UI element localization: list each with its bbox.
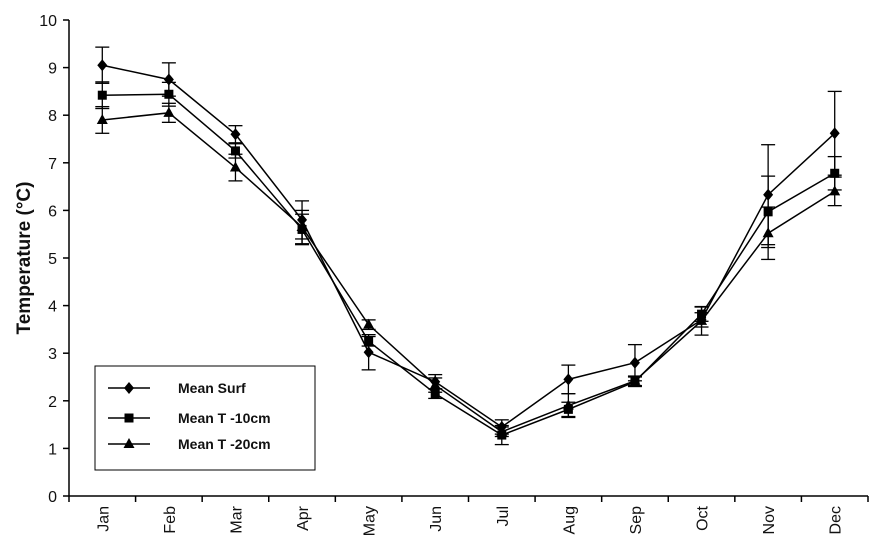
data-point bbox=[229, 161, 241, 172]
x-tick-label: Oct bbox=[695, 505, 712, 530]
series-line bbox=[102, 64, 836, 428]
y-tick-label: 3 bbox=[48, 346, 57, 363]
x-tick-label: Dec bbox=[828, 506, 845, 534]
x-tick-label: Mar bbox=[228, 505, 245, 533]
x-tick-label: Sep bbox=[628, 506, 645, 535]
legend-item: Mean T -10cm bbox=[108, 410, 271, 426]
y-tick-label: 6 bbox=[48, 203, 57, 220]
y-axis-title: Temperature (°C) bbox=[14, 182, 35, 335]
legend-label: Mean T -20cm bbox=[178, 436, 271, 452]
x-tick-label: May bbox=[362, 506, 379, 536]
data-point bbox=[363, 318, 375, 329]
y-tick-label: 8 bbox=[48, 108, 57, 125]
y-tick-label: 4 bbox=[48, 299, 57, 316]
data-point bbox=[230, 128, 241, 141]
legend-item: Mean Surf bbox=[108, 380, 246, 396]
x-tick-label: Nov bbox=[761, 506, 778, 534]
legend-marker bbox=[124, 413, 134, 423]
legend-item: Mean T -20cm bbox=[108, 436, 271, 452]
y-tick-label: 1 bbox=[48, 441, 57, 458]
data-point bbox=[164, 89, 174, 99]
y-tick-label: 0 bbox=[48, 489, 57, 506]
data-point bbox=[96, 113, 108, 124]
data-point bbox=[429, 379, 441, 390]
x-tick-label: Aug bbox=[561, 506, 578, 534]
x-tick-label: Jan bbox=[95, 506, 112, 532]
legend-marker bbox=[124, 382, 134, 394]
legend-items: Mean Surf Mean T -10cm Mean T -20cm bbox=[108, 380, 271, 452]
series-layer bbox=[95, 46, 842, 446]
data-point bbox=[562, 399, 574, 410]
legend-label: Mean Surf bbox=[178, 380, 246, 396]
series-triangle bbox=[95, 102, 842, 438]
data-point bbox=[296, 221, 308, 232]
y-ticks: 0 1 2 3 4 5 6 7 8 9 10 bbox=[39, 13, 69, 506]
data-point bbox=[830, 168, 840, 178]
data-point bbox=[629, 356, 640, 369]
data-point bbox=[762, 227, 774, 238]
data-point bbox=[829, 185, 841, 196]
data-point bbox=[364, 336, 374, 346]
data-point bbox=[696, 314, 708, 325]
x-tick-label: Jul bbox=[495, 506, 512, 526]
data-point bbox=[829, 127, 840, 140]
x-tick-label: Jun bbox=[428, 506, 445, 532]
x-ticks: Jan Feb Mar Apr May Jun Jul Aug Sep Oct Nov Dec bbox=[68, 496, 869, 536]
data-point bbox=[363, 346, 374, 359]
x-tick-label: Feb bbox=[162, 506, 179, 534]
legend-marker bbox=[123, 438, 135, 448]
y-tick-label: 9 bbox=[48, 61, 57, 78]
y-tick-label: 5 bbox=[48, 251, 57, 268]
data-point bbox=[97, 59, 108, 72]
data-point bbox=[97, 90, 107, 100]
y-tick-label: 7 bbox=[48, 156, 57, 173]
y-tick-label: 10 bbox=[39, 13, 57, 30]
plot-area: 0 1 2 3 4 5 6 7 8 9 10 Jan Feb Mar Apr May Jun Jul Aug Sep… bbox=[39, 13, 869, 536]
legend: Mean Surf Mean T -10cm Mean T -20cm bbox=[94, 365, 316, 471]
y-tick-label: 2 bbox=[48, 394, 57, 411]
legend-label: Mean T -10cm bbox=[178, 410, 271, 426]
series-line bbox=[102, 112, 836, 433]
data-point bbox=[163, 106, 175, 117]
data-point bbox=[496, 425, 508, 436]
data-point bbox=[629, 374, 641, 385]
x-tick-label: Apr bbox=[295, 505, 312, 531]
series-line bbox=[102, 93, 836, 436]
data-point bbox=[430, 389, 440, 399]
data-point bbox=[230, 146, 240, 156]
data-point bbox=[563, 373, 574, 386]
